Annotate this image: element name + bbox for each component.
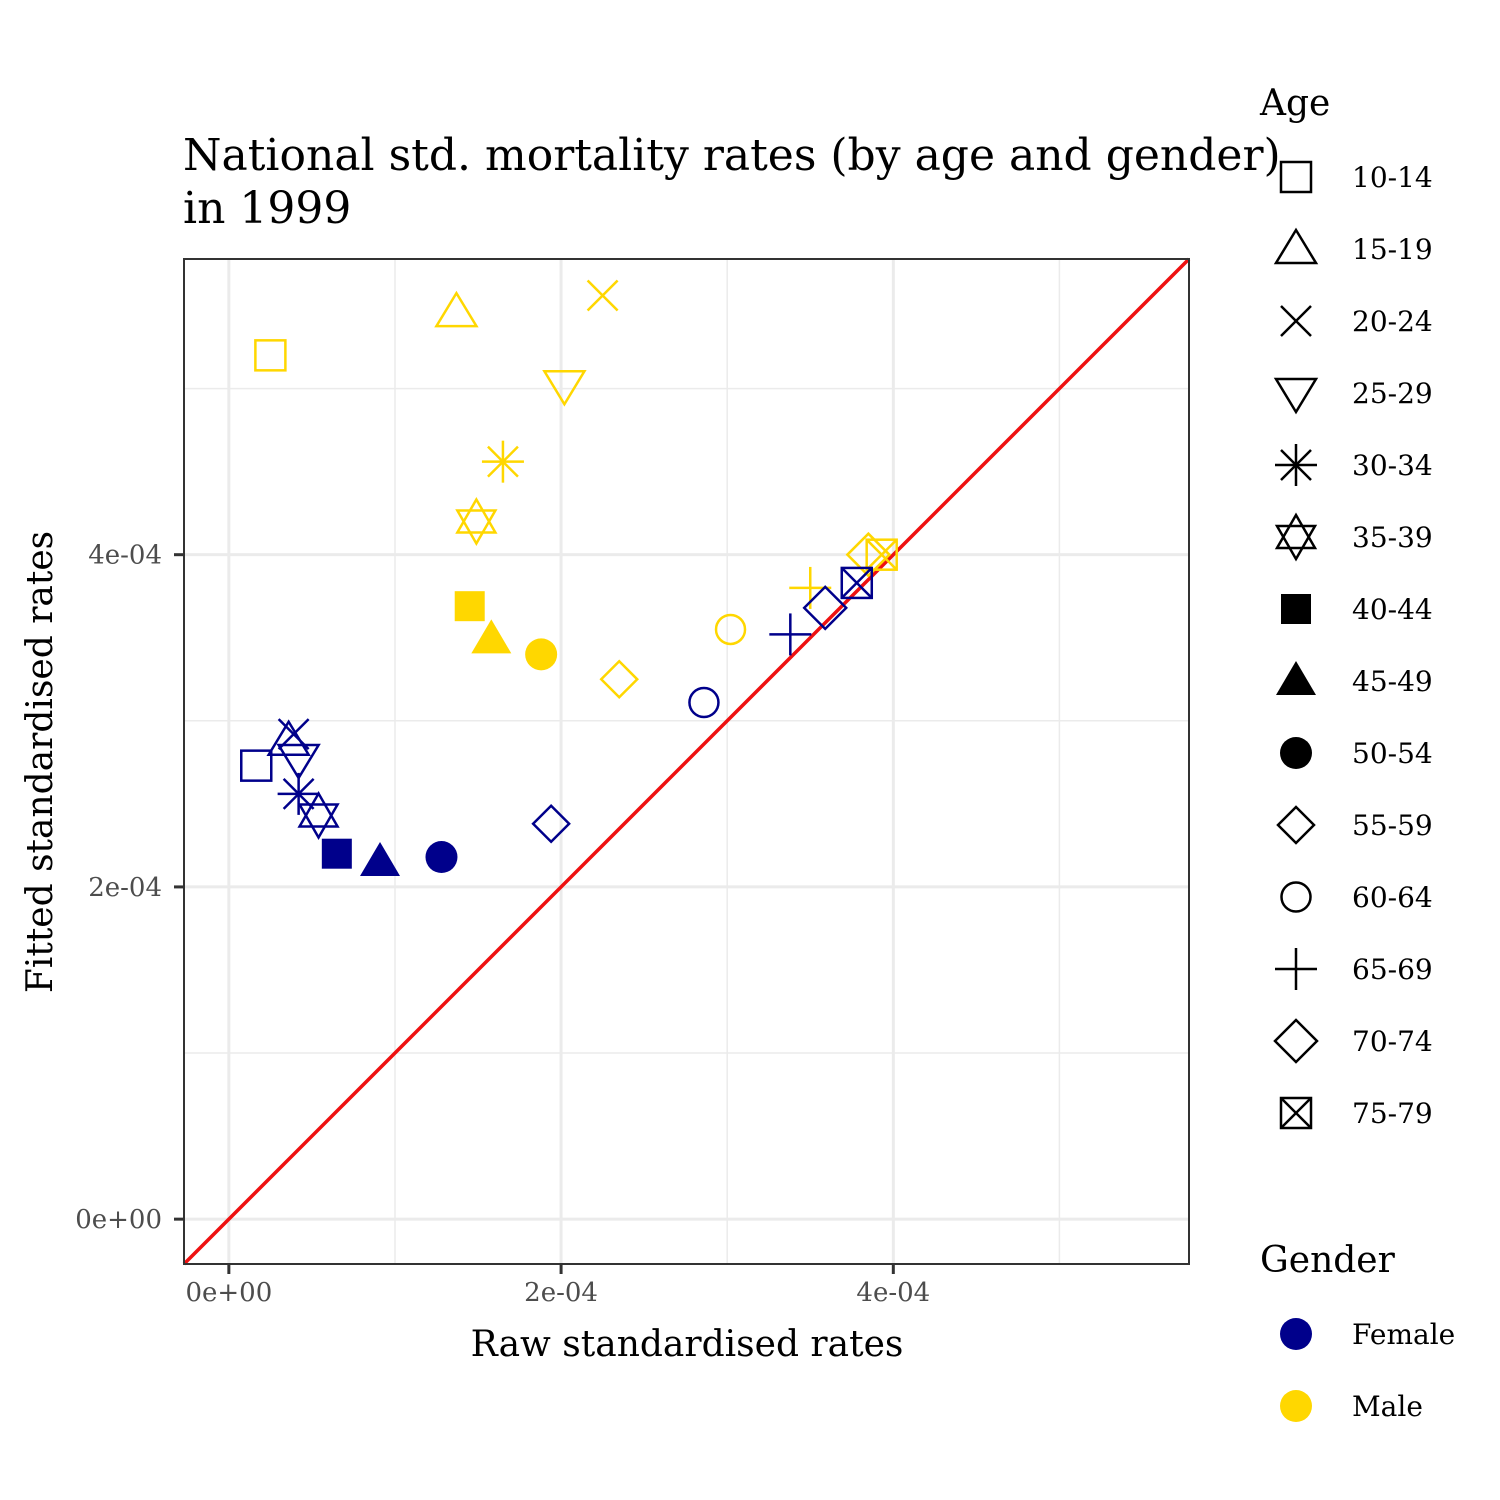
x-tick-label-2: 4e-04 — [856, 1278, 930, 1308]
point-male-20-24 — [586, 279, 619, 312]
data-points — [240, 279, 898, 876]
point-male-55-59 — [599, 659, 639, 700]
gender-legend-title: Gender — [1260, 1240, 1396, 1281]
age-legend-key-60-64 — [1280, 881, 1312, 913]
age-legend-key-65-69 — [1275, 948, 1317, 990]
age-legend-label-55-59: 55-59 — [1352, 809, 1433, 842]
point-female-65-69 — [769, 613, 812, 656]
point-female-40-44 — [321, 838, 352, 869]
point-male-50-54 — [525, 638, 558, 671]
point-female-45-49 — [360, 842, 401, 876]
chart-title: National std. mortality rates (by age an… — [183, 130, 1281, 181]
age-legend-label-25-29: 25-29 — [1352, 377, 1433, 410]
age-legend-label-10-14: 10-14 — [1352, 161, 1433, 194]
age-legend-key-30-34 — [1275, 444, 1317, 486]
age-legend-key-75-79 — [1279, 1096, 1313, 1130]
age-legend-key-10-14 — [1279, 160, 1313, 194]
point-male-75-79 — [865, 538, 898, 571]
point-male-25-29 — [542, 369, 587, 407]
y-tick-label-2: 4e-04 — [88, 541, 162, 571]
y-tick-label-0: 0e+00 — [75, 1205, 162, 1235]
point-male-10-14 — [254, 339, 287, 372]
age-legend-label-50-54: 50-54 — [1352, 737, 1433, 770]
point-female-30-34 — [277, 772, 320, 815]
point-male-60-64 — [714, 613, 747, 646]
reference-line-group — [182, 257, 1191, 1266]
gender-legend-label-male: Male — [1352, 1390, 1423, 1423]
point-female-55-59 — [531, 804, 571, 844]
age-legend-key-50-54 — [1280, 737, 1312, 769]
point-female-70-74 — [802, 585, 848, 631]
point-male-15-19 — [434, 290, 479, 328]
point-male-70-74 — [845, 531, 892, 578]
age-legend-label-45-49: 45-49 — [1352, 665, 1433, 698]
point-female-25-29 — [276, 743, 321, 781]
age-legend-key-40-44 — [1281, 594, 1311, 624]
point-female-35-39 — [297, 790, 340, 840]
age-legend-label-60-64: 60-64 — [1352, 881, 1433, 914]
age-legend-key-45-49 — [1276, 661, 1316, 695]
gender-legend: Gender Female Male — [1260, 1240, 1455, 1423]
gender-legend-key-male — [1280, 1390, 1312, 1422]
gender-legend-label-female: Female — [1352, 1318, 1455, 1351]
gender-legend-key-female — [1280, 1318, 1312, 1350]
point-male-45-49 — [471, 619, 512, 654]
age-legend-label-20-24: 20-24 — [1352, 305, 1433, 338]
x-axis-title: Raw standardised rates — [471, 1324, 904, 1365]
age-legend-label-65-69: 65-69 — [1352, 953, 1433, 986]
y-tick-label-1: 2e-04 — [88, 873, 162, 903]
x-tick-label-0: 0e+00 — [185, 1278, 272, 1308]
point-male-40-44 — [454, 591, 485, 622]
age-legend-label-30-34: 30-34 — [1352, 449, 1433, 482]
age-legend: Age 10-14 15-19 20-24 25-29 30-34 35-39 40-44 4… — [1259, 83, 1433, 1130]
age-legend-key-35-39 — [1274, 512, 1318, 562]
age-legend-label-75-79: 75-79 — [1352, 1097, 1433, 1130]
plot-panel-border — [183, 258, 1190, 1265]
age-legend-label-70-74: 70-74 — [1352, 1025, 1433, 1058]
point-female-75-79 — [840, 566, 874, 600]
reference-line — [182, 257, 1191, 1266]
age-legend-label-40-44: 40-44 — [1352, 593, 1433, 626]
point-female-60-64 — [688, 686, 720, 719]
x-tick-label-1: 2e-04 — [524, 1278, 598, 1308]
age-legend-title: Age — [1259, 83, 1330, 124]
point-female-50-54 — [425, 841, 458, 874]
chart-title-line2: in 1999 — [183, 183, 351, 234]
point-male-35-39 — [455, 496, 498, 546]
axis-ticks: 0e+00 2e-04 4e-04 0e+00 2e-04 4e-04 — [75, 541, 930, 1308]
age-legend-key-20-24 — [1280, 305, 1312, 337]
age-legend-key-70-74 — [1273, 1018, 1319, 1064]
point-male-30-34 — [481, 440, 524, 483]
age-legend-label-15-19: 15-19 — [1352, 233, 1433, 266]
y-axis-title: Fitted standardised rates — [20, 531, 61, 993]
age-legend-key-55-59 — [1276, 805, 1316, 845]
age-legend-label-35-39: 35-39 — [1352, 521, 1433, 554]
age-legend-key-15-19 — [1273, 227, 1319, 265]
age-legend-key-25-29 — [1273, 377, 1319, 415]
grid — [184, 259, 1189, 1264]
point-female-10-14 — [240, 749, 273, 782]
